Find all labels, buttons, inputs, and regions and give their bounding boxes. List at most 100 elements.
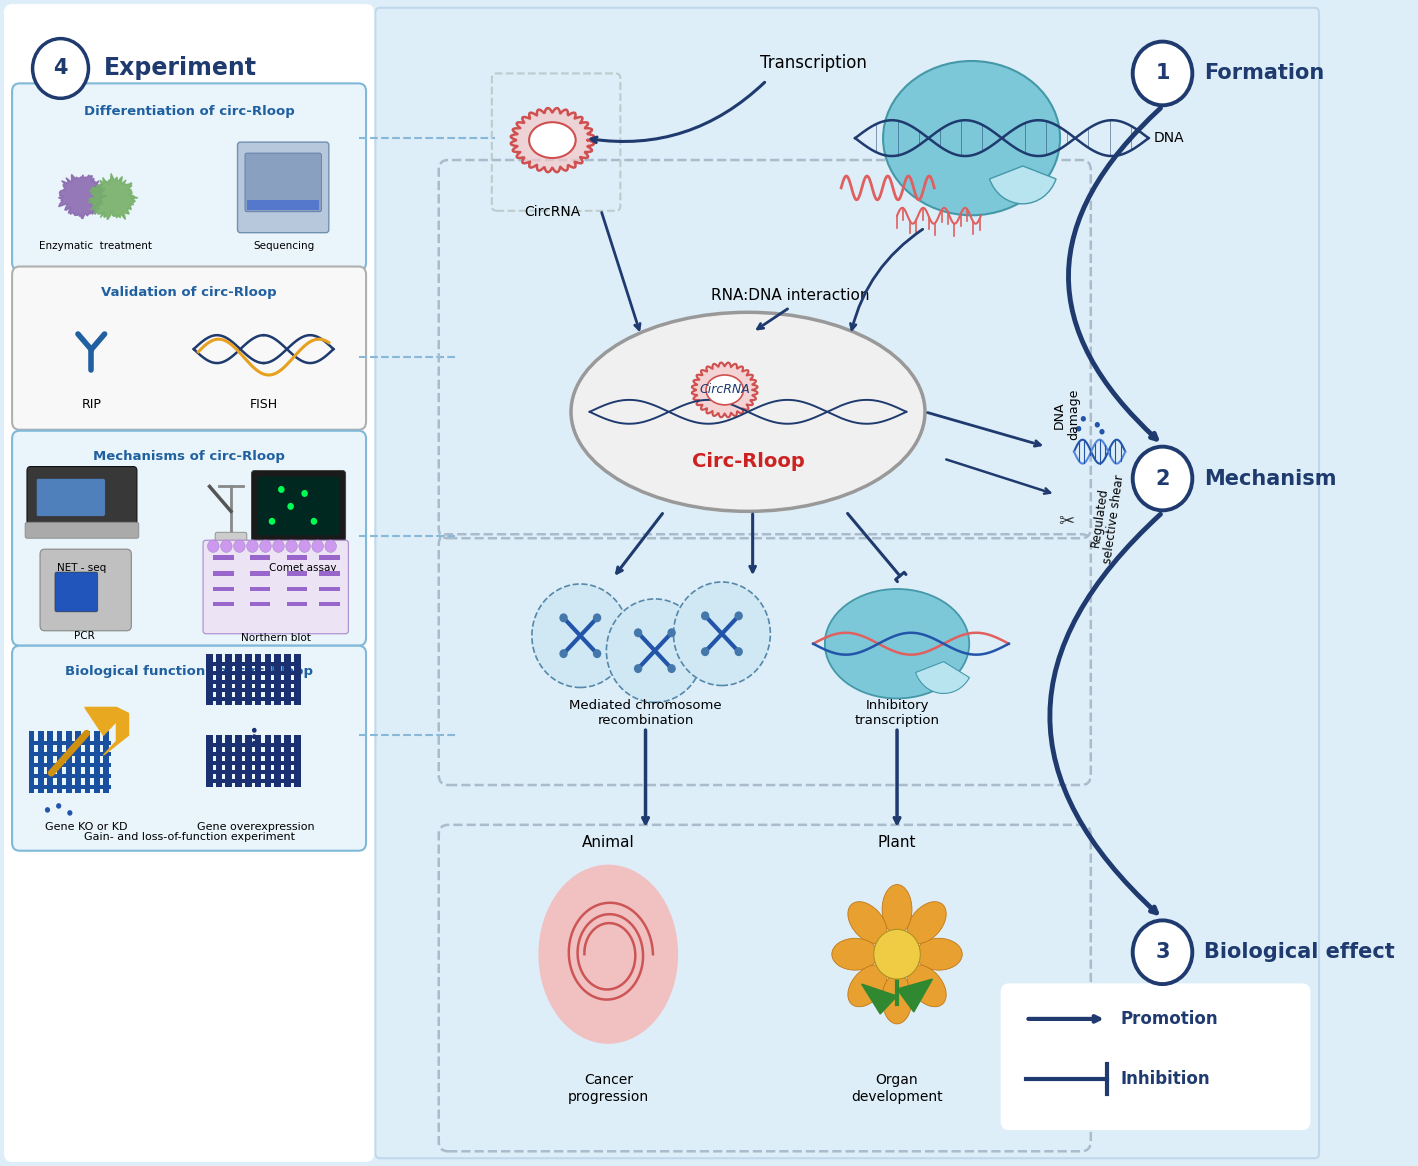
Text: RNA:DNA interaction: RNA:DNA interaction	[710, 288, 869, 303]
FancyBboxPatch shape	[13, 430, 366, 646]
Polygon shape	[85, 708, 129, 756]
Bar	[213, 555, 234, 560]
Bar	[216, 736, 223, 787]
Text: Gene overexpression: Gene overexpression	[197, 822, 315, 831]
Circle shape	[668, 628, 676, 638]
FancyBboxPatch shape	[203, 540, 349, 634]
Bar	[206, 680, 301, 683]
FancyBboxPatch shape	[26, 522, 139, 539]
FancyBboxPatch shape	[37, 478, 105, 517]
Circle shape	[1081, 416, 1086, 422]
Bar	[85, 731, 91, 793]
Text: Mechanism: Mechanism	[1204, 469, 1337, 489]
Bar	[247, 199, 319, 210]
Bar	[250, 588, 269, 591]
Bar	[319, 588, 340, 591]
Text: Mechanisms of circ-Rloop: Mechanisms of circ-Rloop	[94, 450, 285, 463]
Circle shape	[286, 540, 298, 553]
Circle shape	[1133, 42, 1193, 105]
FancyBboxPatch shape	[238, 142, 329, 233]
Bar	[206, 670, 301, 675]
Bar	[235, 736, 242, 787]
Circle shape	[593, 649, 601, 658]
Text: Validation of circ-Rloop: Validation of circ-Rloop	[101, 286, 277, 298]
Text: Gene KO or KD: Gene KO or KD	[45, 822, 128, 831]
Text: 2: 2	[1156, 469, 1170, 489]
FancyBboxPatch shape	[40, 549, 132, 631]
Bar	[206, 743, 301, 747]
Circle shape	[259, 540, 271, 553]
Bar	[274, 736, 281, 787]
Bar	[286, 602, 308, 606]
Bar	[286, 555, 308, 560]
Polygon shape	[88, 174, 138, 219]
Text: 3: 3	[1156, 942, 1170, 962]
Bar	[284, 736, 291, 787]
Text: Animal: Animal	[581, 835, 635, 850]
Bar	[294, 736, 301, 787]
Text: Northern blot: Northern blot	[241, 633, 311, 642]
Bar	[235, 654, 242, 705]
Circle shape	[668, 665, 676, 673]
Circle shape	[607, 599, 703, 702]
Ellipse shape	[882, 885, 912, 934]
Circle shape	[1076, 426, 1082, 431]
Text: Sequencing: Sequencing	[254, 240, 315, 251]
Circle shape	[221, 540, 233, 553]
Ellipse shape	[848, 901, 886, 943]
Ellipse shape	[848, 965, 886, 1006]
Wedge shape	[916, 661, 970, 694]
Circle shape	[532, 584, 628, 688]
Bar	[255, 736, 261, 787]
Bar	[225, 736, 233, 787]
Circle shape	[278, 486, 285, 493]
Text: ✂: ✂	[1058, 512, 1075, 531]
Text: 4: 4	[54, 58, 68, 78]
Ellipse shape	[908, 901, 946, 943]
Ellipse shape	[832, 939, 878, 970]
FancyBboxPatch shape	[13, 267, 366, 430]
Text: DNA
damage: DNA damage	[1052, 389, 1081, 441]
Text: FISH: FISH	[250, 399, 278, 412]
Circle shape	[700, 647, 709, 656]
Text: Inhibition: Inhibition	[1120, 1069, 1210, 1088]
Text: Enzymatic  treatment: Enzymatic treatment	[40, 240, 152, 251]
Circle shape	[299, 540, 311, 553]
Circle shape	[312, 540, 323, 553]
Circle shape	[1133, 920, 1193, 984]
Circle shape	[57, 803, 61, 809]
Text: Transcription: Transcription	[760, 55, 866, 72]
Text: CircRNA: CircRNA	[699, 384, 750, 396]
Bar	[250, 555, 269, 560]
Text: Differentiation of circ-Rloop: Differentiation of circ-Rloop	[84, 105, 295, 118]
Bar	[206, 697, 301, 702]
Bar	[206, 654, 213, 705]
Bar	[28, 752, 111, 757]
Circle shape	[1133, 447, 1193, 511]
Text: CircRNA: CircRNA	[525, 205, 580, 219]
Bar	[28, 740, 111, 745]
Ellipse shape	[529, 122, 576, 159]
FancyBboxPatch shape	[13, 646, 366, 851]
FancyBboxPatch shape	[55, 573, 98, 612]
Bar	[47, 731, 52, 793]
FancyBboxPatch shape	[13, 84, 366, 271]
FancyBboxPatch shape	[4, 5, 373, 1161]
Bar	[75, 731, 81, 793]
Bar	[206, 779, 301, 784]
Circle shape	[559, 649, 567, 658]
Bar	[206, 761, 301, 765]
Text: Promotion: Promotion	[1120, 1010, 1218, 1028]
Bar	[284, 654, 291, 705]
Bar	[265, 654, 271, 705]
Bar	[206, 661, 301, 666]
Circle shape	[272, 540, 284, 553]
Text: DNA: DNA	[1153, 131, 1184, 145]
Circle shape	[302, 490, 308, 497]
Circle shape	[559, 613, 567, 623]
Circle shape	[1095, 422, 1100, 428]
Bar	[28, 773, 111, 778]
Text: RIP: RIP	[81, 399, 101, 412]
Bar	[28, 763, 111, 767]
Circle shape	[247, 540, 258, 553]
